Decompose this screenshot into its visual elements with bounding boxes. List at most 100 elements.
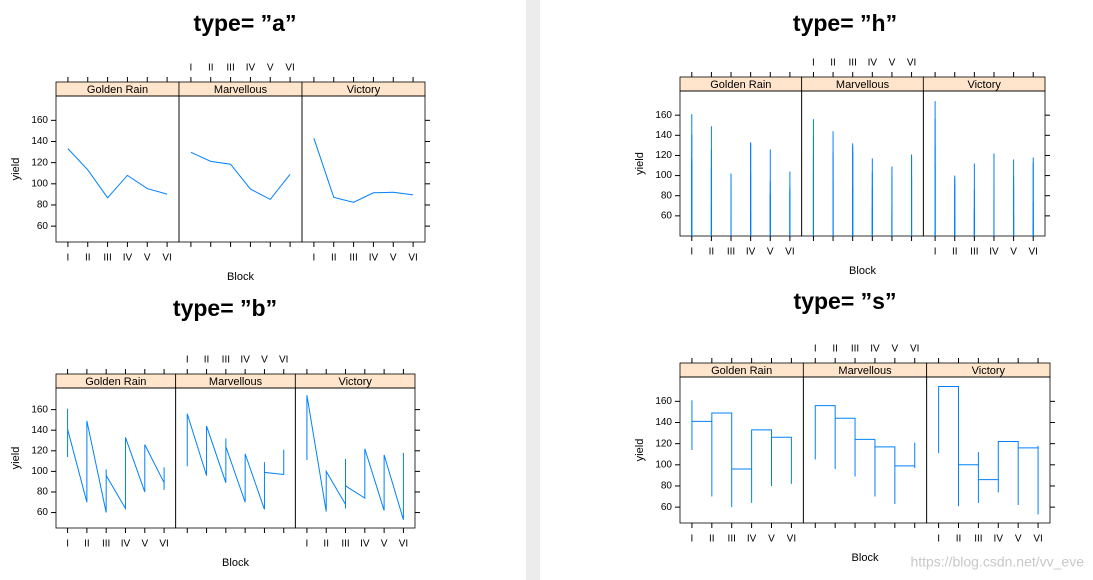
- x-tick-label: VI: [910, 344, 919, 355]
- data-step: [938, 386, 1039, 515]
- y-tick-label: 140: [31, 425, 48, 436]
- x-tick-label: IV: [121, 539, 131, 550]
- data-step: [691, 400, 792, 508]
- x-tick-label: II: [204, 355, 210, 366]
- x-tick-label: I: [937, 534, 940, 545]
- strip-label: Golden Rain: [710, 79, 771, 91]
- x-tick-label: IV: [868, 58, 878, 69]
- x-tick-label: II: [84, 539, 90, 550]
- x-tick-label: IV: [747, 534, 757, 545]
- y-tick-label: 80: [661, 190, 673, 201]
- y-tick-label: 160: [31, 115, 48, 126]
- x-tick-label: III: [103, 253, 111, 264]
- x-tick-label: I: [934, 247, 937, 258]
- x-tick-label: III: [349, 253, 357, 264]
- x-tick-label: III: [974, 534, 982, 545]
- y-tick-label: 120: [31, 445, 48, 456]
- y-tick-label: 160: [655, 396, 672, 407]
- strip-label: Marvellous: [836, 79, 890, 91]
- panel: [55, 95, 180, 243]
- y-tick-label: 60: [661, 502, 673, 513]
- x-tick-label: VI: [279, 355, 288, 366]
- x-tick-label: VI: [408, 253, 417, 264]
- x-tick-label: II: [709, 534, 715, 545]
- y-tick-label: 140: [31, 136, 48, 147]
- x-tick-label: IV: [870, 344, 880, 355]
- x-tick-label: VI: [159, 539, 168, 550]
- y-tick-label: 100: [655, 170, 672, 181]
- x-tick-label: II: [832, 344, 838, 355]
- panel: [175, 387, 296, 529]
- x-tick-label: V: [892, 344, 899, 355]
- x-axis-label: Block: [852, 552, 879, 564]
- data-line: [190, 151, 291, 201]
- x-tick-label: I: [812, 58, 815, 69]
- y-axis-label: yield: [10, 158, 22, 181]
- x-tick-label: I: [313, 253, 316, 264]
- x-axis-label: Block: [222, 557, 249, 569]
- x-tick-label: II: [331, 253, 337, 264]
- y-tick-label: 80: [37, 487, 49, 498]
- x-tick-label: V: [144, 253, 151, 264]
- x-tick-label: V: [1015, 534, 1022, 545]
- x-tick-label: III: [102, 539, 110, 550]
- x-tick-label: III: [849, 58, 857, 69]
- x-tick-label: II: [709, 247, 715, 258]
- strip-label: Victory: [347, 84, 381, 96]
- y-tick-label: 80: [37, 200, 49, 211]
- y-axis-label: yield: [10, 447, 22, 470]
- x-tick-label: VI: [399, 539, 408, 550]
- y-tick-label: 80: [661, 481, 673, 492]
- x-tick-label: II: [830, 58, 836, 69]
- x-tick-label: II: [85, 253, 91, 264]
- x-tick-label: V: [141, 539, 148, 550]
- strip-label: Golden Rain: [87, 84, 148, 96]
- strip-label: Victory: [338, 376, 372, 388]
- y-tick-label: 100: [31, 466, 48, 477]
- y-tick-label: 140: [655, 417, 672, 428]
- x-tick-label: I: [690, 247, 693, 258]
- chart-title: type= ”b”: [173, 295, 277, 321]
- strip-label: Victory: [967, 79, 1001, 91]
- x-tick-label: VI: [907, 58, 916, 69]
- strip-label: Marvellous: [214, 84, 268, 96]
- x-tick-label: III: [728, 534, 736, 545]
- data-line: [186, 413, 285, 510]
- panel: [301, 95, 426, 243]
- y-tick-label: 160: [655, 110, 672, 121]
- watermark: https://blog.csdn.net/vv_eve: [910, 554, 1084, 570]
- panel: [178, 95, 303, 243]
- strip-label: Marvellous: [838, 365, 892, 377]
- x-tick-label: VI: [787, 534, 796, 545]
- x-tick-label: III: [226, 63, 234, 74]
- y-tick-label: 120: [31, 157, 48, 168]
- strip-label: Golden Rain: [85, 376, 146, 388]
- x-tick-label: IV: [989, 247, 999, 258]
- x-tick-label: VI: [1028, 247, 1037, 258]
- x-tick-label: IV: [360, 539, 370, 550]
- data-step: [814, 405, 916, 504]
- y-tick-label: 100: [655, 459, 672, 470]
- strip-label: Marvellous: [209, 376, 263, 388]
- panel: [801, 90, 924, 237]
- chart-title: type= ”s”: [794, 288, 897, 314]
- x-tick-label: I: [190, 63, 193, 74]
- x-axis-label: Block: [849, 265, 876, 277]
- panel: [294, 387, 416, 529]
- x-tick-label: I: [66, 539, 69, 550]
- chart-title: type= ”h”: [793, 10, 897, 36]
- y-tick-label: 60: [661, 211, 673, 222]
- x-tick-label: V: [889, 58, 896, 69]
- x-tick-label: VI: [162, 253, 171, 264]
- x-tick-label: IV: [369, 253, 379, 264]
- strip-label: Victory: [972, 365, 1006, 377]
- x-tick-label: I: [306, 539, 309, 550]
- panel: [679, 90, 803, 237]
- x-tick-label: III: [851, 344, 859, 355]
- panel: [802, 376, 928, 524]
- x-tick-label: II: [208, 63, 214, 74]
- x-tick-label: V: [767, 247, 774, 258]
- data-line: [306, 395, 404, 520]
- x-tick-label: III: [970, 247, 978, 258]
- x-tick-label: IV: [246, 63, 256, 74]
